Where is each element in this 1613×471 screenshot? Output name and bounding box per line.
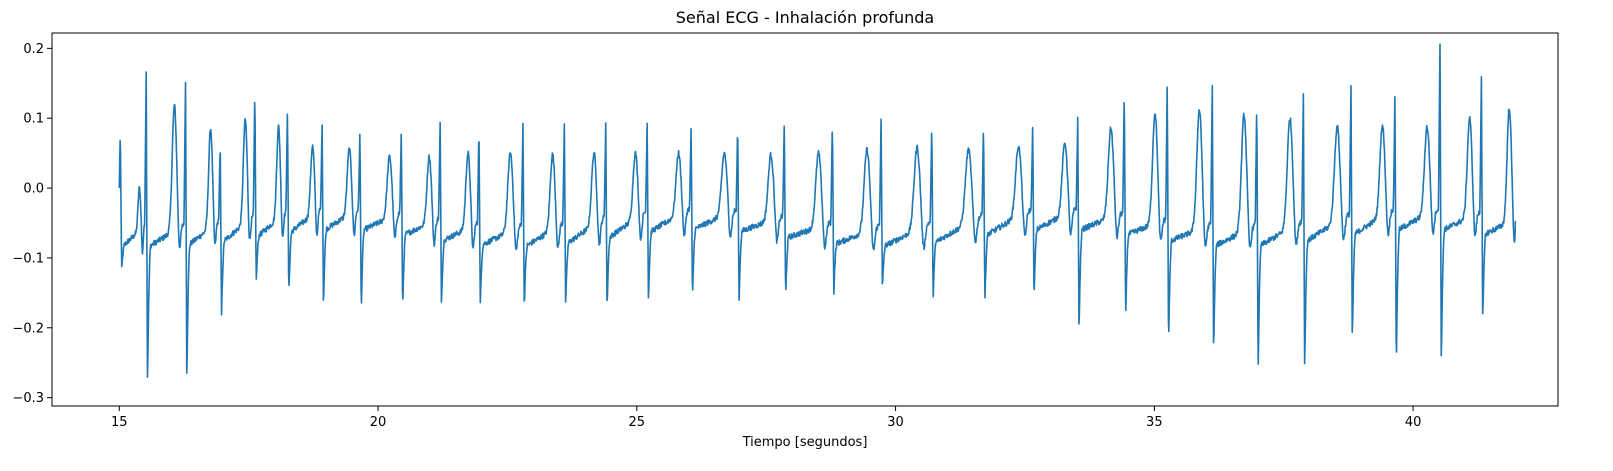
x-axis: 15 20 25 30 35 40 — [111, 406, 1421, 430]
x-axis-label: Tiempo [segundos] — [742, 435, 868, 450]
y-tick-label: −0.3 — [12, 391, 44, 406]
x-tick-label: 35 — [1146, 415, 1163, 430]
y-tick-label: 0.0 — [23, 182, 44, 197]
x-tick-label: 25 — [629, 415, 646, 430]
ecg-signal-line — [118, 43, 1517, 378]
x-tick-label: 15 — [111, 415, 128, 430]
x-tick-label: 20 — [370, 415, 387, 430]
chart-title: Señal ECG - Inhalación profunda — [676, 8, 934, 27]
axes-frame — [51, 32, 1559, 407]
y-tick-label: −0.2 — [12, 321, 44, 336]
y-tick-label: 0.2 — [23, 42, 44, 57]
x-tick-label: 40 — [1405, 415, 1422, 430]
y-axis: −0.3 −0.2 −0.1 0.0 0.1 0.2 — [12, 42, 52, 406]
x-tick-label: 30 — [887, 415, 904, 430]
plot-area — [51, 32, 1559, 407]
y-tick-label: −0.1 — [12, 251, 44, 266]
y-tick-label: 0.1 — [23, 112, 44, 127]
